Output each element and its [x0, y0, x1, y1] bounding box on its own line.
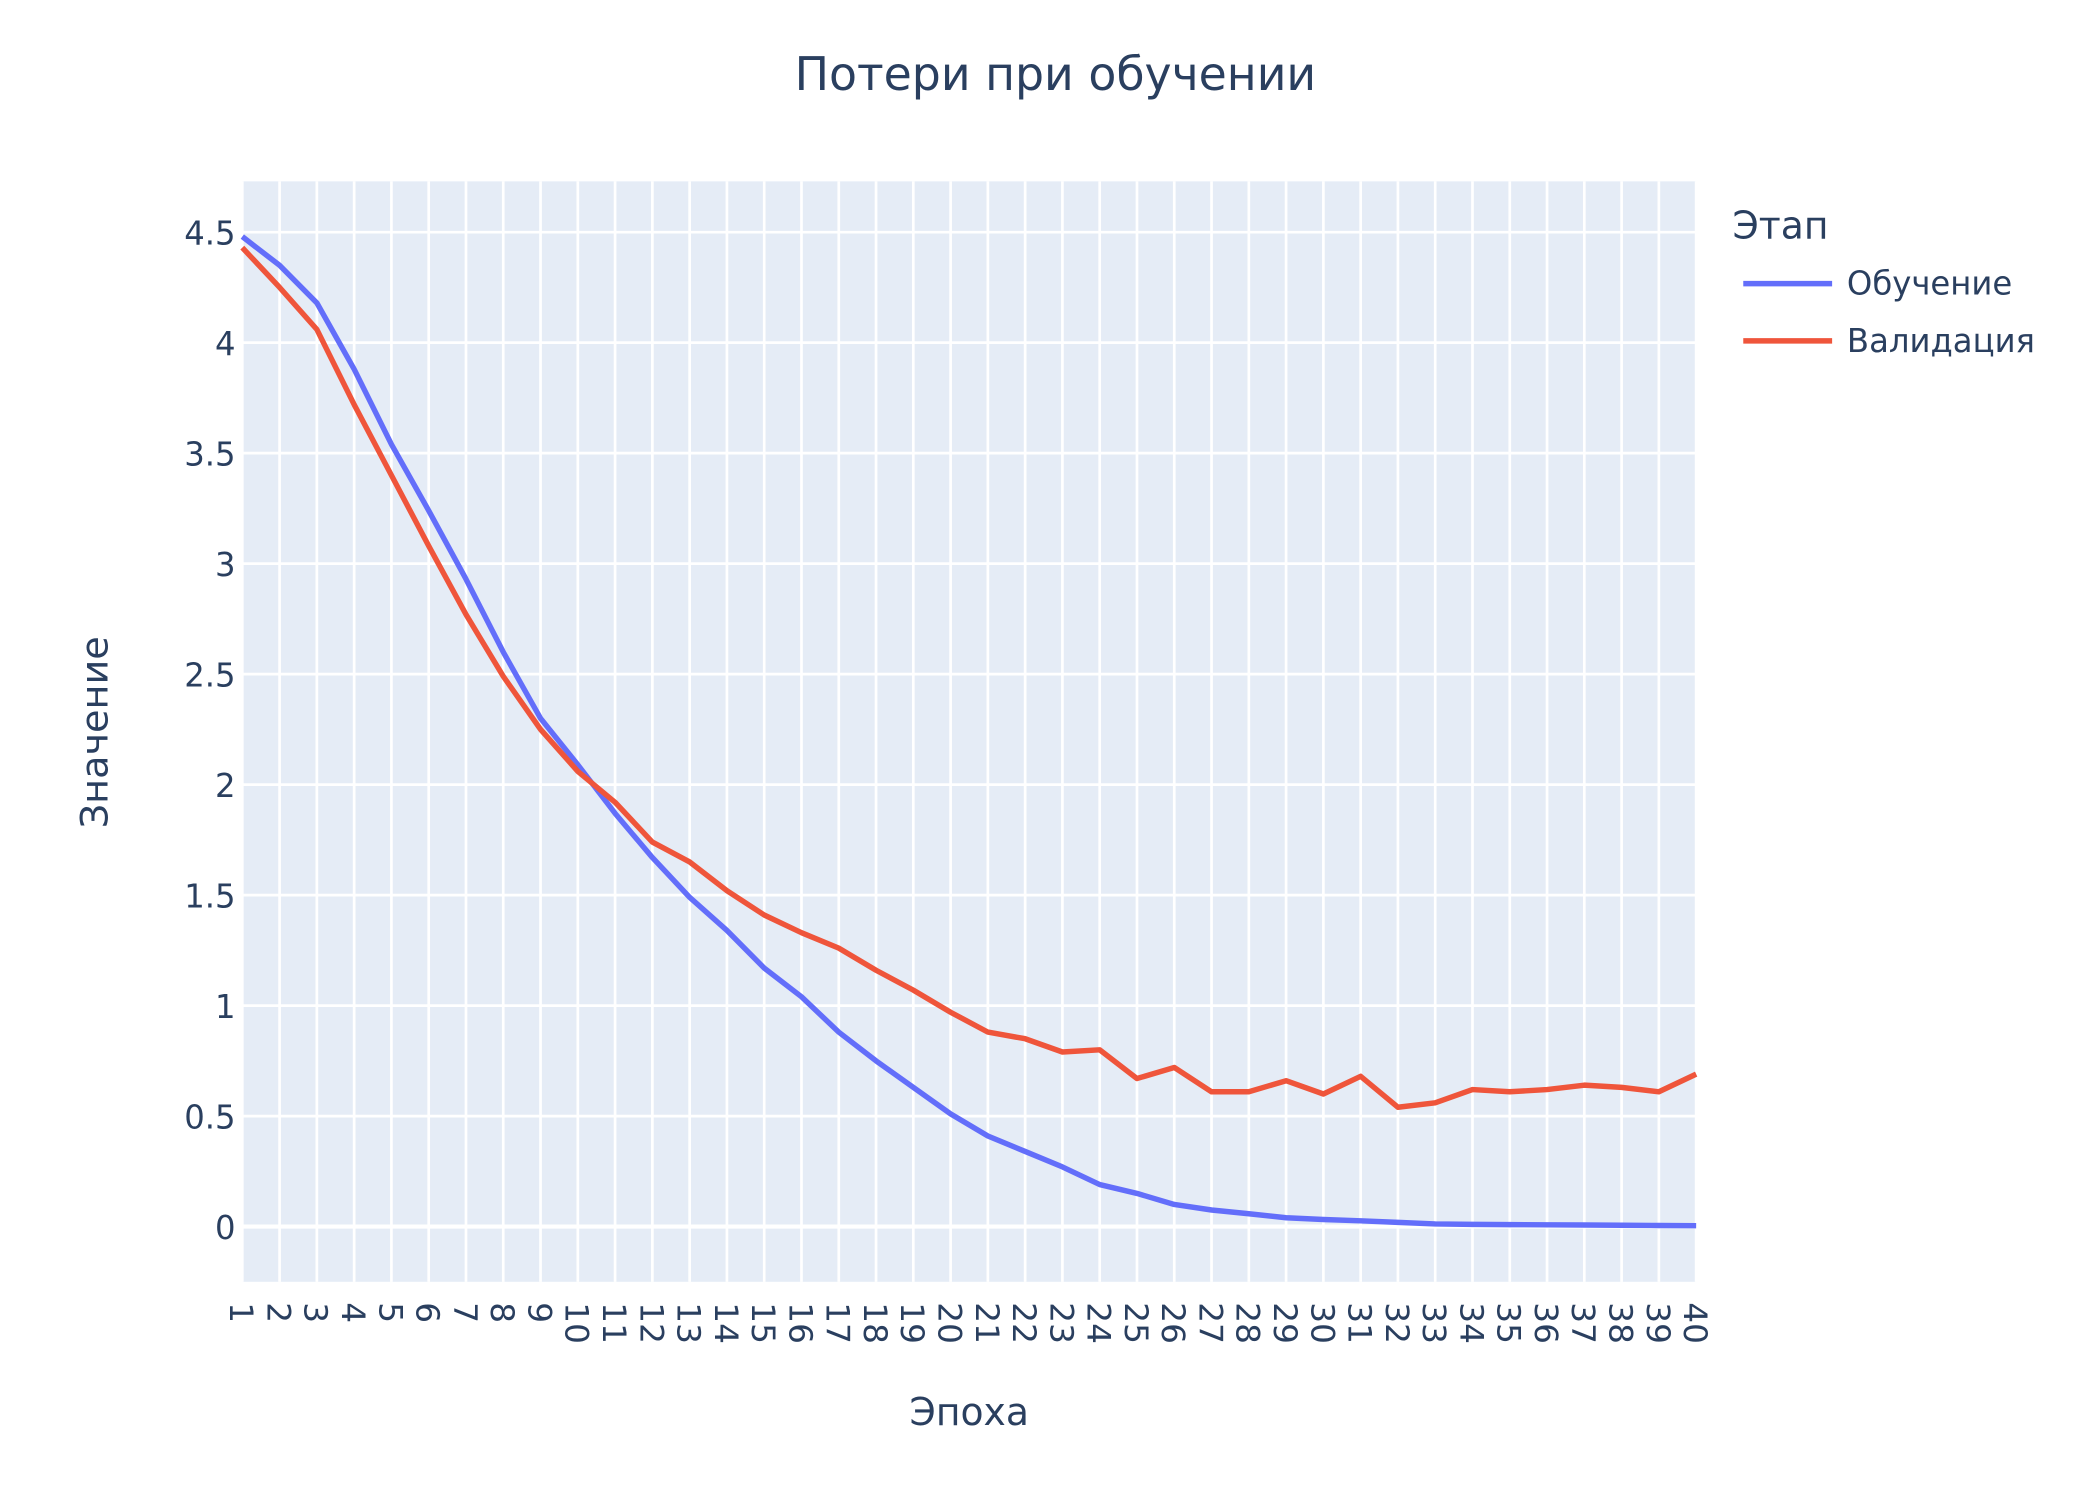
y-tick-label: 1: [215, 988, 236, 1026]
x-tick-label: 19: [893, 1302, 931, 1344]
x-tick-label: 2: [260, 1302, 298, 1323]
x-tick-label: 24: [1080, 1302, 1118, 1344]
series-lines: [240, 234, 1698, 1229]
y-tick-labels: 0 0.5 1 1.5 2 2.5 3 3.5 4 4.5: [184, 214, 235, 1247]
x-tick-label: 6: [409, 1302, 447, 1323]
x-tick-label: 17: [819, 1302, 857, 1344]
legend-title: Этап: [1733, 203, 1829, 247]
x-tick-label: 23: [1042, 1302, 1080, 1344]
y-tick-label: 4.5: [184, 214, 235, 252]
x-tick-label: 25: [1117, 1302, 1155, 1344]
x-tick-label: 7: [446, 1302, 484, 1323]
x-tick-labels: 1 2 3 4 5 6 7 8 9 10 11 12 13 14 15 16 17 18 19 20 21 22 23 24 2…: [222, 1302, 1714, 1344]
x-tick-label: 10: [558, 1302, 596, 1344]
x-tick-label: 1: [222, 1302, 260, 1323]
y-tick-label: 2: [215, 767, 236, 805]
x-tick-label: 4: [334, 1302, 372, 1323]
x-tick-label: 26: [1154, 1302, 1192, 1344]
x-tick-label: 8: [483, 1302, 521, 1323]
x-tick-label: 38: [1602, 1302, 1640, 1344]
y-tick-label: 1.5: [184, 877, 235, 915]
x-tick-label: 39: [1639, 1302, 1677, 1344]
x-axis-label: Эпоха: [910, 1390, 1029, 1434]
x-tick-label: 9: [520, 1302, 558, 1323]
x-tick-label: 3: [297, 1302, 335, 1323]
x-tick-label: 37: [1564, 1302, 1602, 1344]
chart-title: Потери при обучении: [795, 47, 1317, 101]
grid-lines: [240, 181, 1698, 1282]
x-tick-label: 11: [595, 1302, 633, 1344]
x-tick-label: 15: [744, 1302, 782, 1344]
x-tick-label: 20: [931, 1302, 969, 1344]
x-tick-label: 29: [1266, 1302, 1304, 1344]
x-tick-label: 5: [371, 1302, 409, 1323]
x-tick-label: 27: [1191, 1302, 1229, 1344]
y-tick-label: 2.5: [184, 656, 235, 694]
x-tick-label: 28: [1229, 1302, 1267, 1344]
y-axis-label: Значение: [73, 636, 117, 828]
y-tick-label: 0.5: [184, 1098, 235, 1136]
legend: Этап Обучение Валидация: [1733, 203, 2035, 359]
x-tick-label: 22: [1005, 1302, 1043, 1344]
x-tick-label: 32: [1378, 1302, 1416, 1344]
y-tick-label: 3: [215, 546, 236, 584]
x-tick-label: 30: [1303, 1302, 1341, 1344]
series-line-1: [240, 234, 1697, 1229]
y-tick-label: 3.5: [184, 435, 235, 473]
series-line-2: [240, 245, 1698, 1110]
y-tick-label: 4: [215, 325, 236, 363]
x-tick-label: 14: [707, 1302, 745, 1344]
legend-item-label[interactable]: Обучение: [1847, 264, 2012, 302]
x-tick-label: 18: [856, 1302, 894, 1344]
x-tick-label: 13: [670, 1302, 708, 1344]
x-tick-label: 21: [968, 1302, 1006, 1344]
x-tick-label: 40: [1676, 1302, 1714, 1344]
x-tick-label: 33: [1415, 1302, 1453, 1344]
x-tick-label: 36: [1527, 1302, 1565, 1344]
x-tick-label: 16: [781, 1302, 819, 1344]
x-tick-label: 31: [1341, 1302, 1379, 1344]
x-tick-label: 34: [1452, 1302, 1490, 1344]
x-tick-label: 35: [1490, 1302, 1528, 1344]
y-tick-label: 0: [215, 1209, 236, 1247]
x-tick-label: 12: [632, 1302, 670, 1344]
legend-item-label[interactable]: Валидация: [1847, 322, 2035, 360]
